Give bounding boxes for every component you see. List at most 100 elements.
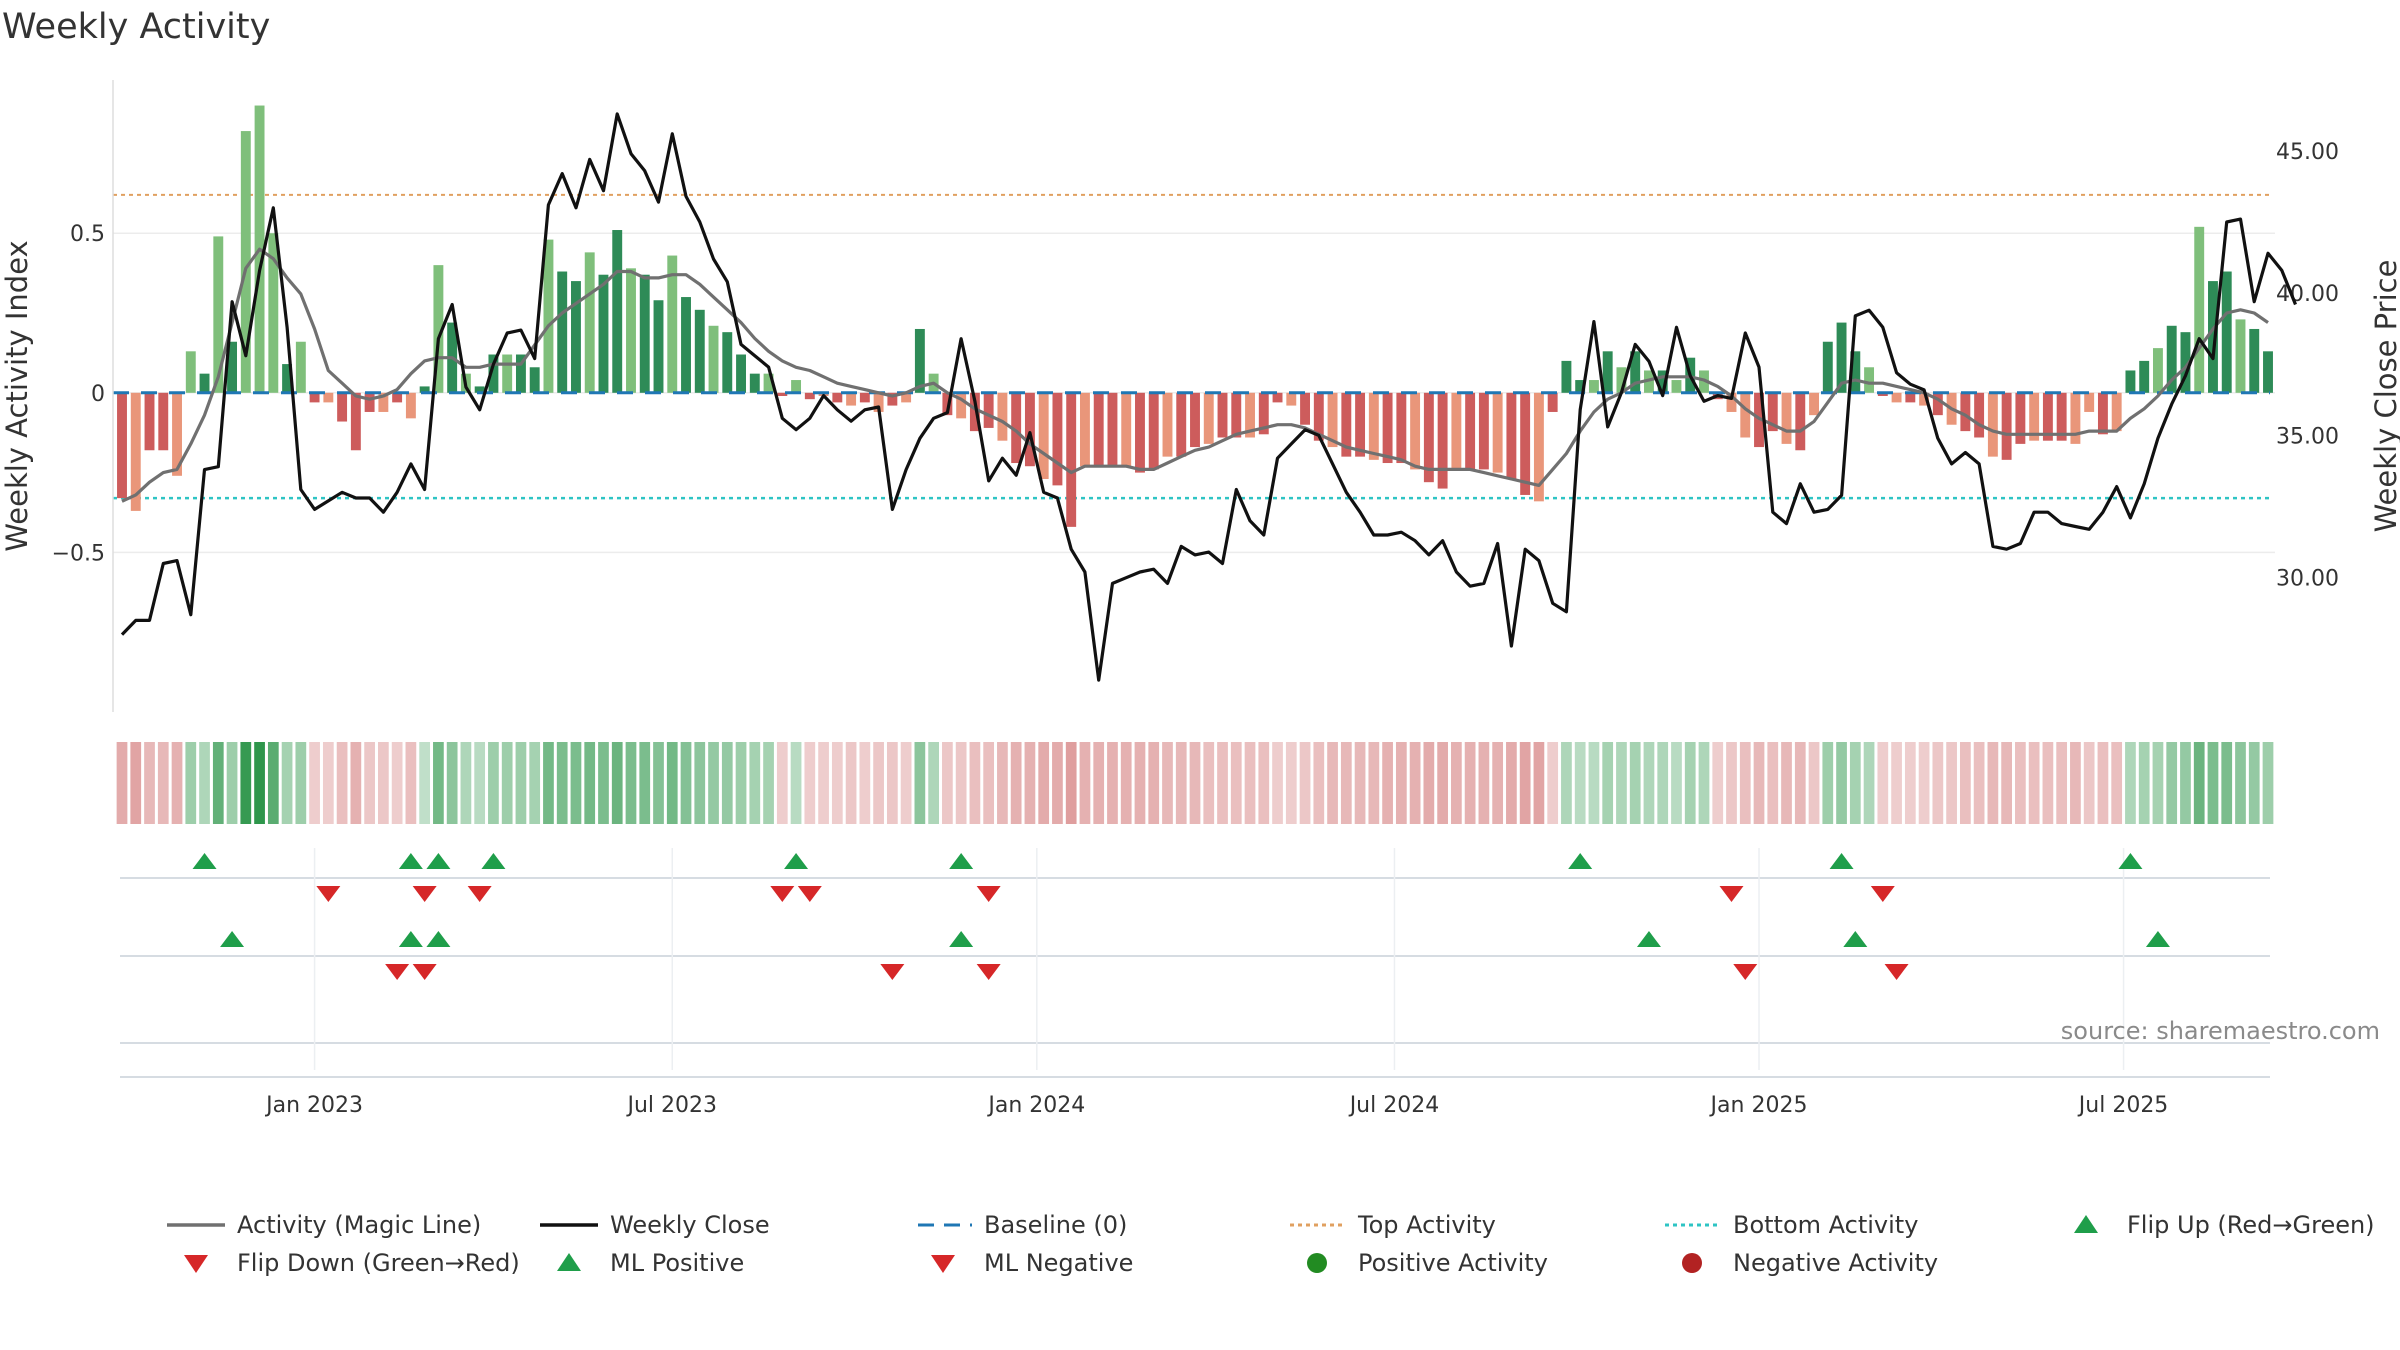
y-right-axis-title: Weekly Close Price bbox=[2369, 260, 2400, 533]
strip-cell bbox=[694, 742, 706, 824]
strip-cell bbox=[1533, 742, 1545, 824]
legend-item: ML Positive bbox=[557, 1249, 744, 1277]
activity-bar bbox=[571, 281, 581, 393]
activity-bar bbox=[2263, 351, 2273, 393]
strip-cell bbox=[364, 742, 375, 824]
flip-up-marker bbox=[2118, 853, 2143, 869]
strip-cell bbox=[1382, 742, 1393, 824]
strip-cell bbox=[584, 742, 596, 824]
strip-cell bbox=[157, 742, 169, 824]
activity-bar bbox=[1382, 392, 1393, 464]
strip-cell bbox=[1313, 742, 1325, 824]
activity-bar bbox=[1231, 392, 1242, 438]
strip-cell bbox=[997, 742, 1008, 824]
strip-cell bbox=[2125, 742, 2136, 824]
activity-bar bbox=[1066, 392, 1077, 527]
strip-cell bbox=[1203, 742, 1215, 824]
activity-bars bbox=[117, 105, 2273, 527]
strip-cell bbox=[1052, 742, 1063, 824]
strip-cell bbox=[281, 742, 293, 824]
activity-bar bbox=[2166, 325, 2177, 393]
activity-bar bbox=[2194, 226, 2205, 393]
activity-bar bbox=[1286, 392, 1297, 406]
strip-cell bbox=[2028, 742, 2040, 824]
strip-cell bbox=[831, 742, 843, 824]
strip-cell bbox=[1079, 742, 1091, 824]
activity-bar bbox=[1272, 392, 1283, 403]
strip-cell bbox=[1519, 742, 1531, 824]
activity-bar bbox=[2084, 392, 2095, 412]
strip-cell bbox=[350, 742, 362, 824]
activity-bar bbox=[1107, 392, 1118, 467]
strip-cell bbox=[378, 742, 389, 824]
strip-cell bbox=[2207, 742, 2219, 824]
strip-cell bbox=[1643, 742, 1655, 824]
activity-bar bbox=[1822, 341, 1833, 393]
activity-bar bbox=[1203, 392, 1214, 444]
strip-cell bbox=[983, 742, 995, 824]
legend-label: ML Positive bbox=[610, 1249, 744, 1277]
activity-bar bbox=[1919, 392, 1930, 406]
activity-bar bbox=[1478, 392, 1489, 470]
strip-cell bbox=[1932, 742, 1944, 824]
activity-bar bbox=[2042, 392, 2053, 441]
strip-cell bbox=[1588, 742, 1600, 824]
strip-cell bbox=[1189, 742, 1201, 824]
activity-bar bbox=[1602, 351, 1613, 393]
activity-bar bbox=[2180, 332, 2191, 393]
legend-item: Weekly Close bbox=[540, 1211, 770, 1239]
ml-negative-marker bbox=[385, 964, 410, 980]
activity-bar bbox=[2221, 271, 2232, 393]
strip-cell bbox=[1629, 742, 1641, 824]
activity-bar bbox=[1437, 392, 1448, 489]
activity-bar bbox=[1410, 392, 1421, 470]
magic-line bbox=[121, 247, 2269, 503]
strip-cell bbox=[322, 742, 334, 824]
strip-cell bbox=[1987, 742, 1999, 824]
legend-item: Flip Up (Red→Green) bbox=[2074, 1211, 2375, 1239]
activity-bar bbox=[227, 341, 238, 393]
activity-bar bbox=[1795, 392, 1806, 451]
legend-label: ML Negative bbox=[984, 1249, 1133, 1277]
strip-cell bbox=[1946, 742, 1957, 824]
activity-bar bbox=[364, 392, 375, 412]
activity-bar bbox=[1575, 380, 1586, 393]
activity-bar bbox=[144, 392, 155, 451]
activity-bar bbox=[1905, 392, 1916, 403]
strip-cell bbox=[969, 742, 981, 824]
flip-event-rows bbox=[120, 848, 2270, 1078]
strip-cell bbox=[1024, 742, 1036, 824]
legend-swatch bbox=[2074, 1215, 2098, 1233]
activity-bar bbox=[1162, 392, 1173, 457]
activity-bar bbox=[309, 392, 320, 403]
strip-cell bbox=[2015, 742, 2026, 824]
strip-cell bbox=[488, 742, 499, 824]
legend-label: Bottom Activity bbox=[1733, 1211, 1918, 1239]
activity-bar bbox=[1492, 392, 1503, 473]
activity-bar bbox=[557, 271, 568, 393]
legend-item: Negative Activity bbox=[1682, 1249, 1938, 1277]
ml-positive-marker bbox=[426, 931, 451, 947]
activity-bar bbox=[859, 392, 870, 403]
flip-down-marker bbox=[770, 886, 795, 902]
activity-strip bbox=[116, 742, 2274, 824]
y-right-tick-label: 30.00 bbox=[2276, 567, 2339, 592]
strip-cell bbox=[570, 742, 582, 824]
strip-cell bbox=[1973, 742, 1985, 824]
activity-bar bbox=[1024, 392, 1035, 467]
strip-cell bbox=[1794, 742, 1806, 824]
strip-cell bbox=[419, 742, 431, 824]
activity-bar bbox=[1121, 392, 1132, 467]
flip-down-marker bbox=[412, 886, 437, 902]
legend-swatch bbox=[1307, 1253, 1327, 1273]
x-tick-label: Jan 2024 bbox=[986, 1093, 1085, 1118]
strip-cell bbox=[199, 742, 210, 824]
activity-bar bbox=[1135, 392, 1145, 473]
strip-cell bbox=[2193, 742, 2205, 824]
strip-cell bbox=[776, 742, 788, 824]
ml-negative-marker bbox=[880, 964, 905, 980]
strip-cell bbox=[1258, 742, 1270, 824]
activity-bar bbox=[268, 233, 279, 393]
strip-cell bbox=[749, 742, 761, 824]
